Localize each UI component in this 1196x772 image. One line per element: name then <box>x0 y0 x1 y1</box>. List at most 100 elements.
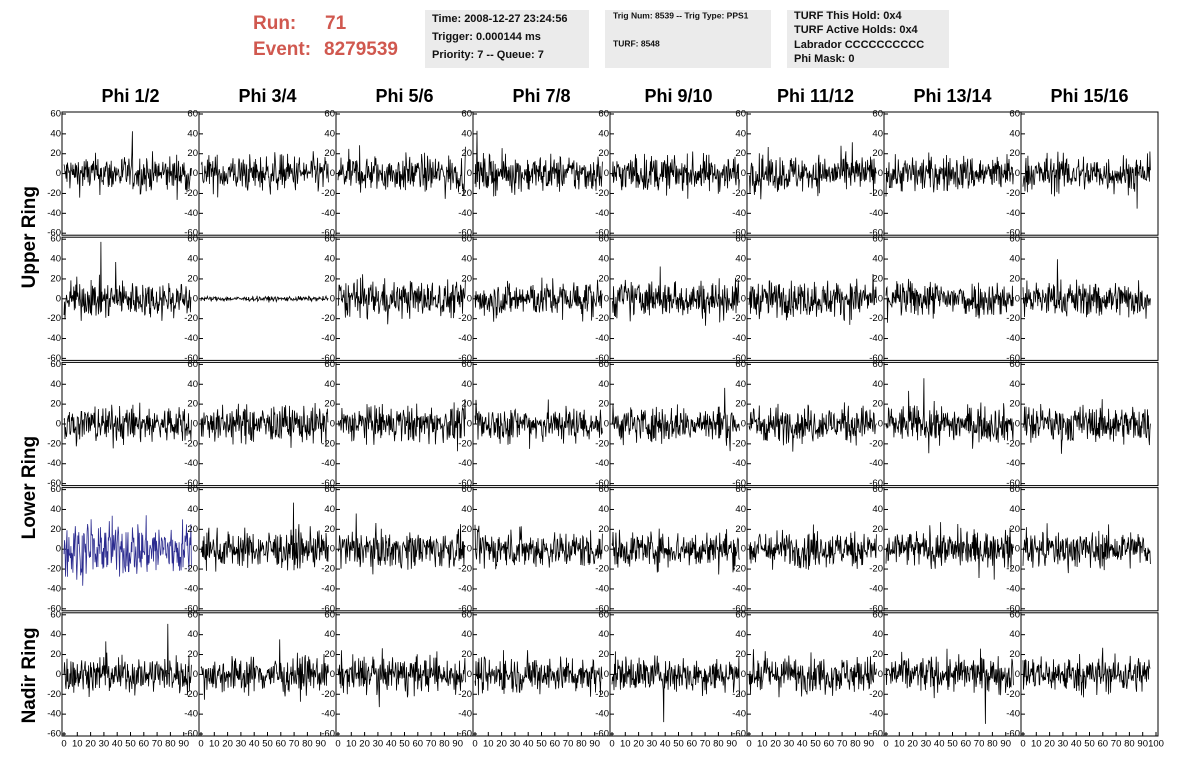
y-tick-label: 40 <box>461 254 472 265</box>
y-tick-label: -60 <box>869 478 883 489</box>
y-tick-label: -60 <box>458 353 472 364</box>
info-line: TURF This Hold: 0x4 <box>794 10 902 22</box>
waveform <box>885 522 1014 580</box>
y-tick-label: 60 <box>735 359 746 370</box>
x-tick-label: 30 <box>647 739 658 750</box>
x-tick-label: 0 <box>472 739 477 750</box>
y-tick-label: 60 <box>872 359 883 370</box>
y-tick-label: 40 <box>461 629 472 640</box>
y-tick-label: -20 <box>732 689 746 700</box>
y-tick-label: 40 <box>1009 504 1020 515</box>
y-tick-label: -20 <box>1006 564 1020 575</box>
y-tick-label: 20 <box>187 273 198 284</box>
y-tick-label: -40 <box>869 583 883 594</box>
y-tick-label: 0 <box>1015 669 1020 680</box>
x-tick-label: 70 <box>700 739 711 750</box>
x-tick-label: 80 <box>987 739 998 750</box>
y-tick-label: 0 <box>741 669 746 680</box>
y-tick-label: 20 <box>187 524 198 535</box>
y-tick-label: 20 <box>872 148 883 159</box>
y-tick-label: 0 <box>878 168 883 179</box>
x-tick-label: 10 <box>72 739 83 750</box>
y-tick-label: 40 <box>187 128 198 139</box>
y-tick-label: -60 <box>47 478 61 489</box>
y-tick-label: 20 <box>324 148 335 159</box>
y-tick-label: 0 <box>604 168 609 179</box>
y-tick-label: -20 <box>595 689 609 700</box>
y-tick-label: 40 <box>735 629 746 640</box>
y-tick-label: -20 <box>321 564 335 575</box>
y-tick-label: 60 <box>187 609 198 620</box>
waveform <box>474 650 603 697</box>
y-tick-label: 0 <box>878 293 883 304</box>
y-tick-label: -60 <box>1006 729 1020 740</box>
waveform <box>611 387 740 452</box>
x-tick-label: 60 <box>824 739 835 750</box>
y-tick-label: -40 <box>1006 709 1020 720</box>
y-tick-label: 0 <box>604 419 609 430</box>
x-tick-label: 60 <box>961 739 972 750</box>
y-tick-label: -60 <box>458 603 472 614</box>
y-tick-label: 40 <box>598 254 609 265</box>
y-tick-label: 40 <box>324 504 335 515</box>
y-tick-label: 60 <box>872 484 883 495</box>
y-tick-label: -40 <box>732 458 746 469</box>
y-tick-label: 40 <box>461 128 472 139</box>
y-tick-label: 20 <box>324 399 335 410</box>
y-tick-label: 40 <box>735 128 746 139</box>
y-tick-label: 20 <box>1009 649 1020 660</box>
waveform <box>337 274 466 325</box>
x-tick-label: 40 <box>523 739 534 750</box>
x-tick-label: 10 <box>209 739 220 750</box>
y-tick-label: 20 <box>1009 524 1020 535</box>
y-tick-label: 20 <box>187 148 198 159</box>
y-tick-label: 40 <box>50 379 61 390</box>
y-tick-label: 0 <box>56 669 61 680</box>
waveform <box>63 402 192 449</box>
y-tick-label: -20 <box>732 564 746 575</box>
y-tick-label: 20 <box>872 273 883 284</box>
y-tick-label: -40 <box>595 458 609 469</box>
y-tick-label: -40 <box>732 333 746 344</box>
y-tick-label: -20 <box>458 438 472 449</box>
x-tick-label: 40 <box>1071 739 1082 750</box>
x-tick-label: 40 <box>934 739 945 750</box>
waveform <box>885 648 1014 724</box>
event-label: Event: <box>253 39 311 60</box>
y-tick-label: 20 <box>187 649 198 660</box>
y-tick-label: 20 <box>324 524 335 535</box>
x-tick-label: 0 <box>746 739 751 750</box>
info-box <box>425 10 589 68</box>
x-tick-label: 10 <box>483 739 494 750</box>
y-tick-label: 60 <box>324 609 335 620</box>
column-title: Phi 5/6 <box>375 86 433 106</box>
x-tick-label: 100 <box>1148 739 1164 750</box>
x-tick-label: 0 <box>61 739 66 750</box>
y-tick-label: -60 <box>1006 603 1020 614</box>
x-tick-label: 20 <box>907 739 918 750</box>
y-tick-label: -60 <box>184 729 198 740</box>
y-tick-label: -60 <box>1006 228 1020 239</box>
y-tick-label: -20 <box>732 313 746 324</box>
y-tick-label: 40 <box>1009 379 1020 390</box>
x-tick-label: 0 <box>883 739 888 750</box>
info-box <box>605 10 771 68</box>
y-tick-label: 20 <box>598 273 609 284</box>
y-tick-label: -20 <box>184 564 198 575</box>
waveform <box>748 524 877 570</box>
y-tick-label: -40 <box>732 583 746 594</box>
y-tick-label: 40 <box>50 629 61 640</box>
y-tick-label: 40 <box>735 379 746 390</box>
waveform <box>1022 259 1151 319</box>
y-tick-label: 0 <box>56 544 61 555</box>
x-tick-label: 80 <box>165 739 176 750</box>
waveform <box>885 278 1014 323</box>
waveform <box>748 649 877 698</box>
y-tick-label: -20 <box>321 313 335 324</box>
y-tick-label: -40 <box>1006 208 1020 219</box>
y-tick-label: -40 <box>184 458 198 469</box>
y-tick-label: 0 <box>741 293 746 304</box>
column-title: Phi 9/10 <box>644 86 712 106</box>
y-tick-label: 0 <box>467 168 472 179</box>
x-tick-label: 70 <box>837 739 848 750</box>
